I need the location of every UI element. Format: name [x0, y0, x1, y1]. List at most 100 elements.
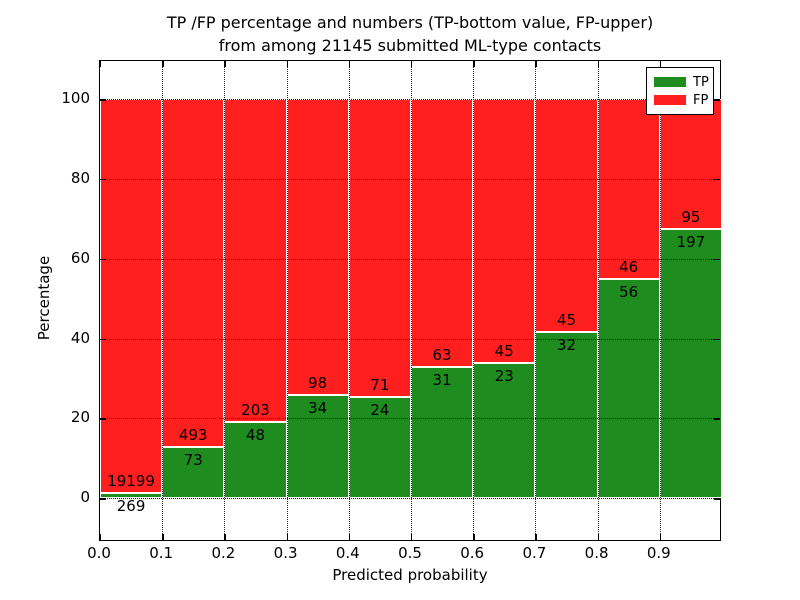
chart-title: TP /FP percentage and numbers (TP-bottom… — [99, 11, 721, 57]
y-axis-tick-right — [714, 179, 720, 181]
bar-fp-segment — [535, 99, 598, 333]
x-tick-label: 0.5 — [398, 544, 422, 562]
bar-fp-segment — [224, 99, 287, 422]
bar-fp-count-label: 98 — [308, 374, 328, 393]
x-axis-tick-top — [535, 61, 537, 67]
legend: TP FP — [646, 67, 714, 115]
gridline-horizontal — [100, 498, 720, 500]
legend-item: TP — [654, 76, 713, 89]
y-axis-tick — [100, 498, 106, 500]
bar-fp-count-label: 19199 — [107, 471, 155, 490]
y-tick-label: 40 — [70, 328, 90, 347]
bar-fp-count-label: 203 — [241, 400, 270, 419]
bar-tp-count-label: 48 — [245, 425, 266, 444]
gridline-vertical — [348, 61, 350, 540]
bar-fp-segment — [286, 99, 349, 396]
bar-tp-count-label: 73 — [183, 450, 203, 469]
bar-fp-segment — [162, 99, 225, 447]
y-axis-tick-right — [714, 258, 720, 261]
x-tick-label: 0.9 — [646, 544, 671, 562]
gridline-vertical — [659, 61, 661, 540]
bar-tp-count-label: 31 — [432, 370, 452, 389]
bar-tp-count-label: 32 — [556, 336, 577, 355]
y-axis-tick-right — [714, 498, 720, 500]
bar-fp-count-label: 493 — [178, 425, 208, 444]
y-axis-tick — [100, 99, 106, 101]
x-axis-tick — [411, 534, 413, 540]
chart-title-line1: TP /FP percentage and numbers (TP-bottom… — [166, 13, 654, 32]
bar-tp-count-label: 56 — [619, 283, 639, 302]
bar-tp-segment — [473, 363, 536, 499]
bar-fp-segment — [100, 99, 163, 493]
y-axis-tick-right — [714, 338, 720, 340]
bar-tp-segment — [659, 229, 722, 499]
x-axis-tick — [286, 534, 288, 540]
bar-tp-count-label: 24 — [370, 401, 390, 420]
legend-swatch-fp — [654, 95, 686, 105]
bar-tp-count-label: 34 — [308, 399, 328, 418]
y-tick-label: 20 — [70, 408, 90, 427]
x-axis-tick — [348, 534, 351, 540]
x-axis-tick-top — [473, 61, 475, 67]
bar-tp-segment — [100, 492, 163, 499]
chart-title-line2: from among 21145 submitted ML-type conta… — [218, 36, 602, 55]
x-axis-tick-top — [411, 61, 413, 67]
bar-fp-count-label: 71 — [370, 376, 390, 395]
x-tick-label: 0.2 — [211, 544, 236, 562]
bar-fp-segment — [348, 99, 411, 398]
gridline-vertical — [162, 61, 164, 540]
gridline-horizontal — [100, 258, 720, 260]
bar-fp-segment — [597, 99, 660, 280]
x-axis-label: Predicted probability — [332, 566, 488, 584]
x-tick-label: 0.0 — [87, 544, 111, 562]
bar-tp-segment — [162, 446, 225, 499]
x-tick-label: 0.4 — [335, 544, 360, 562]
bar-tp-count-label: 197 — [676, 233, 706, 252]
bar-fp-count-label: 63 — [432, 345, 452, 364]
x-tick-label: 0.3 — [273, 544, 298, 562]
x-axis-tick-top — [162, 61, 164, 67]
y-tick-label: 80 — [70, 169, 90, 188]
gridline-horizontal — [100, 99, 720, 101]
gridline-horizontal — [100, 179, 720, 181]
y-axis-tick-right — [714, 418, 720, 420]
legend-label: TP — [693, 74, 709, 90]
y-tick-label: 60 — [70, 248, 90, 267]
gridline-vertical — [224, 61, 226, 540]
x-axis-tick-top — [348, 61, 351, 67]
bar-fp-segment — [473, 99, 536, 364]
bar-tp-segment — [348, 397, 411, 499]
x-tick-label: 0.7 — [522, 544, 547, 562]
gridline-vertical — [597, 61, 599, 540]
x-tick-label: 0.1 — [149, 544, 174, 562]
x-axis-tick-top — [597, 61, 599, 67]
x-axis-tick-top — [224, 61, 226, 67]
gridline-vertical — [286, 61, 288, 540]
x-axis-tick — [659, 534, 662, 540]
bar-tp-segment — [286, 395, 349, 499]
gridline-vertical — [535, 61, 537, 540]
x-axis-tick — [597, 534, 599, 540]
gridline-vertical — [473, 61, 475, 540]
legend-swatch-tp — [654, 77, 686, 87]
bar-tp-count-label: 269 — [116, 496, 146, 515]
x-axis-tick — [100, 534, 102, 540]
gridline-horizontal — [100, 418, 720, 420]
legend-label: FP — [693, 92, 709, 108]
x-axis-tick — [224, 534, 226, 540]
bar-fp-segment — [411, 99, 474, 367]
bar-fp-count-label: 45 — [494, 342, 514, 361]
y-axis-tick — [100, 418, 106, 420]
y-axis-tick-right — [714, 99, 720, 101]
gridline-vertical — [411, 61, 412, 540]
y-tick-label: 0 — [80, 488, 90, 507]
bar-tp-segment — [535, 332, 598, 499]
bar-tp-count-label: 23 — [494, 367, 514, 386]
bar-fp-count-label: 45 — [556, 311, 577, 330]
y-tick-label: 100 — [61, 89, 90, 108]
plot-area: TP FP 19199 269 493 73 203 48 98 34 71 24 63 31 45 23 4… — [99, 60, 722, 541]
gridline-horizontal — [100, 338, 720, 340]
legend-item: FP — [654, 94, 713, 107]
x-axis-tick-top — [100, 61, 102, 67]
